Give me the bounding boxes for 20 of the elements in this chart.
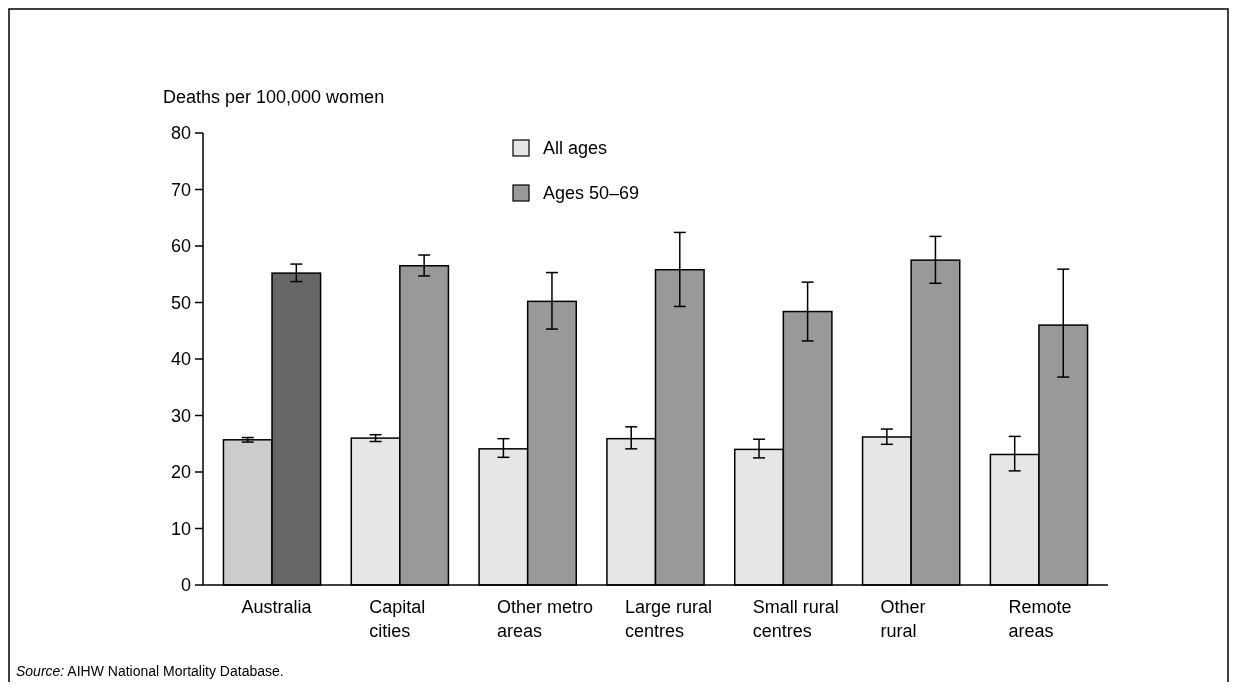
- y-tick-label: 30: [170, 405, 191, 426]
- y-tick-label: 60: [170, 236, 191, 257]
- y-tick-label: 20: [170, 462, 191, 483]
- x-tick-label: Other metro areas: [497, 597, 594, 641]
- x-tick-label: Other rural: [880, 597, 926, 641]
- y-tick-label: 70: [170, 179, 191, 200]
- y-tick-label: 40: [170, 349, 191, 370]
- source-note: Source: AIHW National Mortality Database.: [16, 663, 284, 679]
- x-tick-label: Capital cities: [369, 597, 426, 641]
- y-tick-label: 0: [180, 575, 191, 596]
- legend-label: All ages: [543, 138, 608, 159]
- x-tick-label: Small rural centres: [752, 597, 839, 641]
- legend-label: Ages 50–69: [543, 183, 640, 204]
- x-tick-label: Large rural centres: [624, 597, 712, 641]
- y-tick-label: 50: [170, 292, 191, 313]
- y-tick-label: 80: [170, 123, 191, 144]
- y-tick-label: 10: [170, 518, 191, 539]
- y-axis-title: Deaths per 100,000 women: [163, 87, 385, 107]
- x-tick-label: Australia: [241, 597, 313, 617]
- x-tick-label: Remote areas: [1008, 597, 1072, 641]
